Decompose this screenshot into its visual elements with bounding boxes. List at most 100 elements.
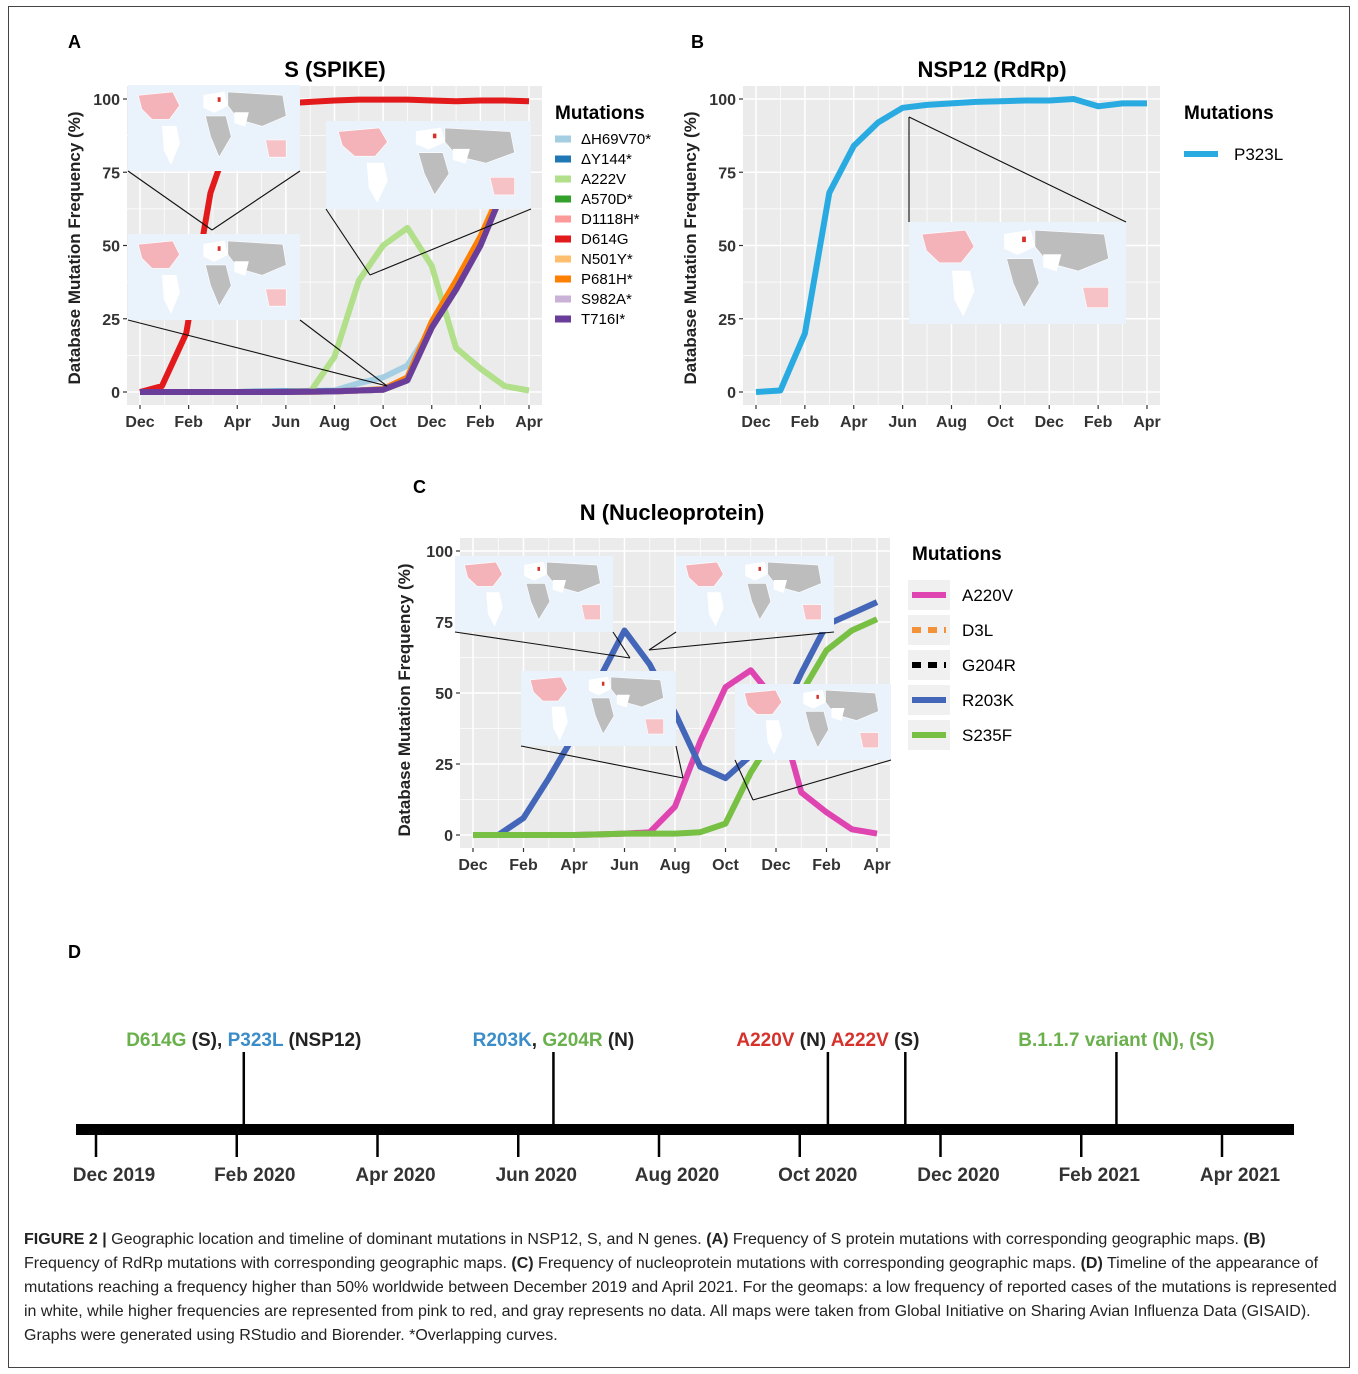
legend-title: Mutations [1184,103,1274,124]
panel-letter: A [68,32,81,52]
land-europe [588,676,612,696]
timeline-event-label: R203K, G204R (N) [473,1030,635,1051]
legend-item-label: R203K [962,691,1015,710]
land-africa [525,583,551,621]
chart-title: N (Nucleoprotein) [580,500,765,525]
land-europe [203,240,229,262]
x-tick-label: Apr [840,414,868,431]
timeline-date-label: Feb 2021 [1059,1165,1141,1186]
geo-map-2 [127,234,388,387]
x-tick-label: Apr [863,857,891,874]
land-south-america [366,162,388,203]
legend-item-label: A222V [581,171,626,188]
land-south-america [486,592,503,627]
land-middle-east [452,148,470,164]
land-middle-east [773,579,787,593]
legend-item-label: A570D* [581,191,633,208]
y-tick-label: 25 [718,312,736,329]
x-tick-label: Oct [987,414,1014,431]
x-tick-label: Jun [272,414,300,431]
caption-text: Frequency of S protein mutations with co… [728,1231,1244,1248]
figure-frame [8,6,1350,1368]
legend-item-label: P323L [1234,145,1283,164]
geo-map-2 [648,556,835,651]
callout-line [675,745,684,779]
land-highlight [536,566,541,572]
caption-text: Timeline of the appearance of mutations … [24,1255,1337,1344]
land-north-america [685,561,724,587]
callout-line [908,116,1127,223]
legend-item-label: A220V [962,586,1014,605]
series-line-s235f [473,616,879,838]
y-tick-label: 50 [102,239,120,256]
land-europe [745,561,768,581]
y-tick-label: 50 [718,239,736,256]
panel-letter: D [68,942,81,962]
land-australia [265,288,287,307]
x-tick-label: Feb [466,414,495,431]
timeline-event-label: B.1.1.7 variant (N), (S) [1018,1030,1214,1051]
timeline-date-label: Oct 2020 [778,1165,857,1186]
land-highlight [217,245,222,252]
geo-map-3 [325,121,532,276]
x-tick-label: Feb [1084,414,1113,431]
land-africa [205,264,232,307]
land-europe [524,561,547,581]
y-tick-label: 25 [102,312,120,329]
land-north-america [464,561,503,587]
x-tick-label: Apr [223,414,251,431]
timeline-event-part: G204R [542,1030,602,1051]
land-north-america [529,676,568,702]
y-axis-label: Database Mutation Frequency (%) [65,112,84,385]
timeline-date-label: Jun 2020 [496,1165,577,1186]
x-tick-label: Feb [812,857,841,874]
x-tick-label: Aug [936,414,967,431]
y-axis-label: Database Mutation Frequency (%) [395,564,414,837]
geo-map-3 [520,671,684,779]
y-tick-label: 25 [435,757,453,774]
geo-map-4 [734,684,892,801]
chart-title: S (SPIKE) [284,57,385,82]
land-south-america [952,270,975,317]
land-africa [1006,258,1040,309]
timeline-event-part: (S), [186,1030,227,1051]
land-africa [746,583,772,621]
caption-text: Frequency of nucleoprotein mutations wit… [533,1255,1081,1272]
land-north-america [137,91,180,120]
geo-map-1 [454,556,631,659]
y-tick-label: 0 [111,385,120,402]
y-tick-label: 100 [93,92,120,109]
caption-panel-ref: (C) [511,1255,534,1272]
x-tick-label: Feb [174,414,203,431]
chart-title: NSP12 (RdRp) [917,57,1066,82]
x-tick-label: Jun [610,857,638,874]
land-australia [802,604,822,621]
chart-panel-A: A S (SPIKE) 0 25 50 75 100 Dec Feb Apr Jun Aug Oct De… [65,32,651,431]
callout-line [369,208,532,276]
land-africa [205,115,232,158]
x-tick-label: Apr [1133,414,1161,431]
callout-line [325,208,371,276]
timeline-event-part: (S) [889,1030,920,1051]
legend: Mutations ΔH69V70* ΔY144* A222V A570D* D1118H… [555,103,651,328]
timeline-event-part: A220V [736,1030,794,1051]
legend-item-label: D3L [962,621,993,640]
y-tick-label: 0 [727,385,736,402]
panel-letter: C [413,477,426,497]
land-europe [803,689,826,709]
panel-letter: B [691,32,704,52]
x-tick-label: Aug [319,414,350,431]
land-australia [489,177,515,196]
land-highlight [757,566,762,572]
callout-line [299,319,388,387]
land-middle-east [234,261,249,276]
land-highlight [217,96,222,103]
land-middle-east [831,707,845,721]
y-axis-label: Database Mutation Frequency (%) [681,112,700,385]
timeline-event-label: A220V (N) A222V (S) [736,1030,919,1051]
series-line-p323l [755,96,1147,395]
caption-text: Geographic location and timeline of domi… [106,1231,707,1248]
y-tick-label: 100 [426,544,453,561]
caption-panel-ref: (B) [1243,1231,1266,1248]
legend-item-label: P681H* [581,271,633,288]
